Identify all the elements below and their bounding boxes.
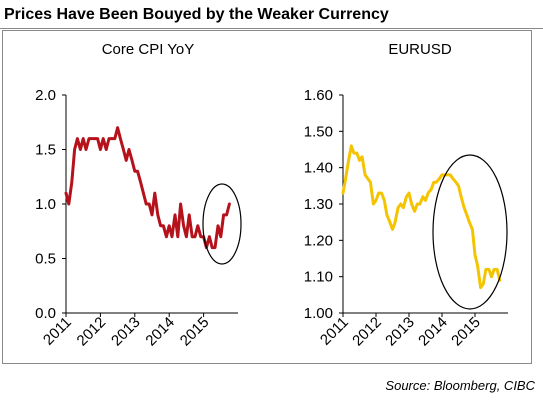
cpi-x-tick-label: 2014 — [142, 314, 178, 350]
eurusd-y-tick-label: 1.30 — [304, 196, 333, 213]
cpi-y-tick-label: 1.0 — [35, 196, 56, 213]
eurusd-highlight-ellipse — [432, 154, 508, 310]
eurusd-x-tick-label: 2015 — [448, 314, 484, 350]
cpi-y-tick-label: 0.0 — [35, 305, 56, 322]
eurusd-chart-title: EURUSD — [388, 41, 452, 58]
eurusd-y-tick-label: 1.20 — [304, 232, 333, 249]
eurusd-y-tick-label: 1.60 — [304, 87, 333, 104]
cpi-x-tick-label: 2012 — [74, 314, 110, 350]
source-note: Source: Bloomberg, CIBC — [385, 378, 535, 393]
eurusd-series-line — [341, 144, 502, 290]
title-divider — [0, 28, 543, 29]
cpi-highlight-ellipse — [202, 183, 242, 265]
cpi-x-tick-label: 2015 — [177, 314, 213, 350]
eurusd-x-tick-label: 2013 — [382, 314, 418, 350]
cpi-chart-title: Core CPI YoY — [102, 41, 195, 58]
cpi-x-tick-label: 2013 — [108, 314, 144, 350]
cpi-y-tick-label: 1.5 — [35, 142, 56, 159]
cpi-series-line — [64, 126, 231, 250]
cpi-y-tick-label: 0.5 — [35, 251, 56, 268]
eurusd-y-tick-label: 1.40 — [304, 160, 333, 177]
cpi-y-tick-label: 2.0 — [35, 87, 56, 104]
eurusd-y-tick-label: 1.00 — [304, 305, 333, 322]
chart-frame — [2, 30, 532, 364]
page-title: Prices Have Been Bouyed by the Weaker Cu… — [4, 6, 389, 23]
eurusd-y-tick-label: 1.10 — [304, 269, 333, 286]
eurusd-x-tick-label: 2014 — [415, 314, 451, 350]
eurusd-x-tick-label: 2012 — [349, 314, 385, 350]
eurusd-y-tick-label: 1.50 — [304, 123, 333, 140]
